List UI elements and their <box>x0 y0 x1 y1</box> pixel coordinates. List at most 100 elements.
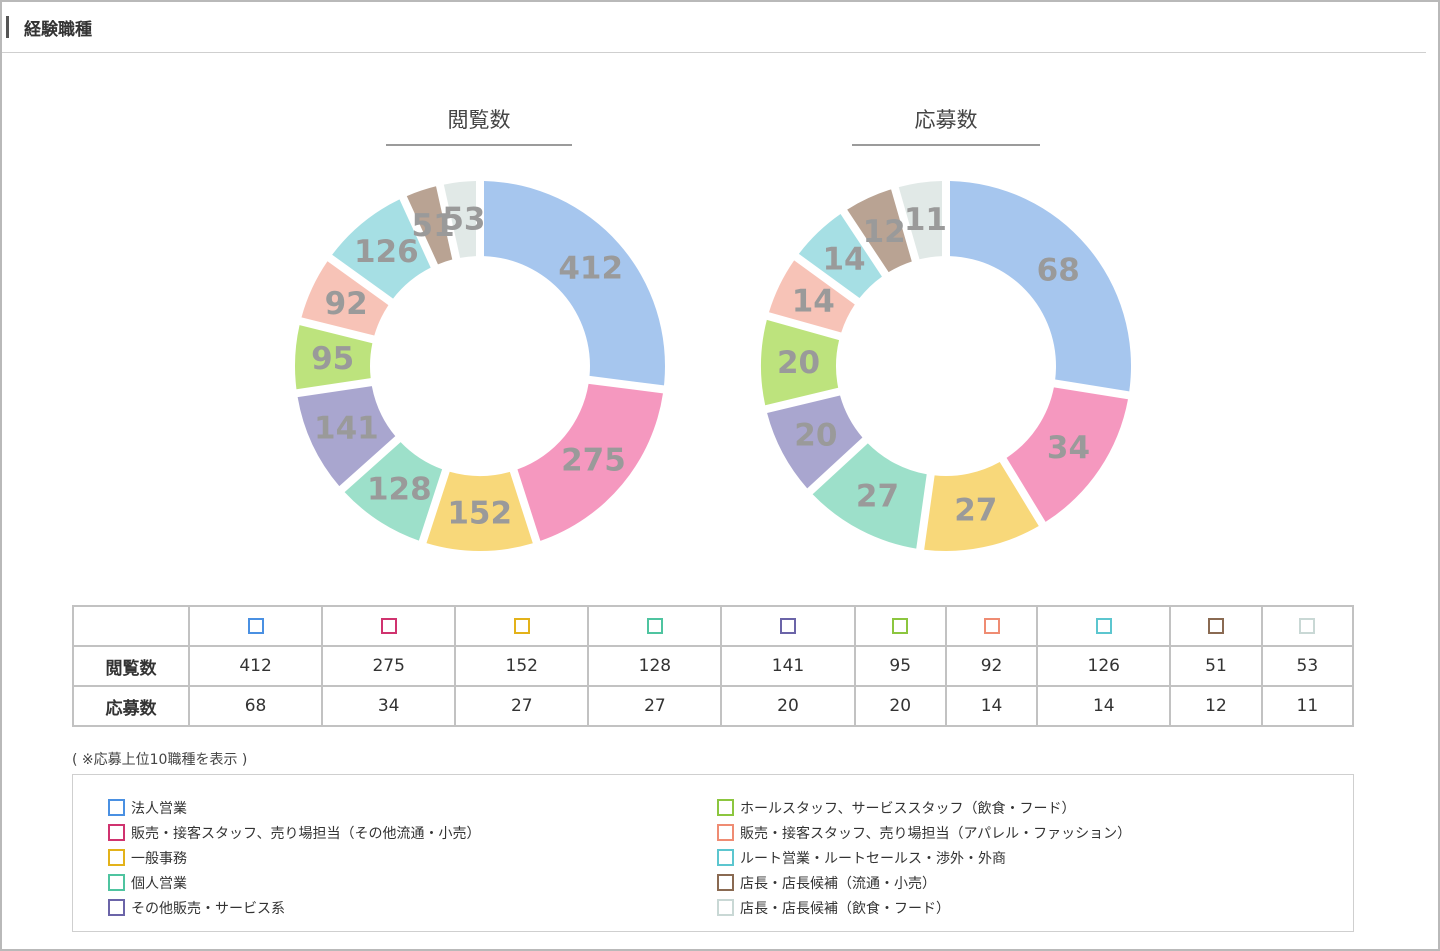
slice-value-label: 53 <box>442 201 485 237</box>
swatch-7 <box>983 618 1000 634</box>
slice-value-label: 92 <box>325 286 368 322</box>
legend-label: 販売・接客スタッフ、売り場担当（アパレル・ファッション） <box>740 825 1132 842</box>
donut-slice <box>949 181 1131 392</box>
donut-slice <box>768 260 855 333</box>
swatch-10 <box>1299 618 1316 634</box>
donut-slice <box>898 181 943 260</box>
legend-column-right: ホールスタッフ、サービススタッフ（飲食・フード） 販売・接客スタッフ、売り場担当… <box>717 795 1131 920</box>
table-cell: 68 <box>187 685 324 727</box>
section-header: 経験職種 <box>2 2 1426 53</box>
legend-item: 個人営業 <box>108 870 480 895</box>
note-text: ( ※応募上位10職種を表示 ) <box>72 752 248 768</box>
donut-slice <box>798 214 882 299</box>
legend-item: 店長・店長候補（流通・小売） <box>717 870 1131 895</box>
table-row: 閲覧数 412 275 152 128 141 95 92 126 51 53 <box>72 645 1355 687</box>
legend-label: 個人営業 <box>131 875 187 892</box>
slice-value-label: 51 <box>412 208 455 244</box>
legend-swatch-5 <box>108 899 125 916</box>
slice-value-label: 95 <box>311 341 354 377</box>
table-cell: 14 <box>1036 685 1172 727</box>
legend-label: 一般事務 <box>131 850 187 867</box>
legend-swatch-7 <box>717 824 734 841</box>
slice-value-label: 275 <box>561 442 626 478</box>
slice-value-label: 27 <box>856 479 899 515</box>
legend-item: その他販売・サービス系 <box>108 895 480 920</box>
table-cell: 53 <box>1260 645 1355 687</box>
table-cell: 95 <box>853 645 947 687</box>
legend-label: 法人営業 <box>131 800 187 817</box>
slice-value-label: 141 <box>314 411 379 447</box>
swatch-9 <box>1207 618 1224 634</box>
legend-column-left: 法人営業 販売・接客スタッフ、売り場担当（その他流通・小売） 一般事務 個人営業… <box>108 795 480 920</box>
slice-value-label: 152 <box>447 495 512 531</box>
legend-swatch-10 <box>717 899 734 916</box>
table-cell: 51 <box>1169 645 1263 687</box>
legend-swatch-2 <box>108 824 125 841</box>
table-cell: 11 <box>1260 685 1355 727</box>
legend-label: 店長・店長候補（飲食・フード） <box>740 900 950 917</box>
table-cell: 34 <box>321 685 457 727</box>
slice-value-label: 34 <box>1047 430 1090 466</box>
donut-slice <box>426 471 533 551</box>
legend-item: 一般事務 <box>108 845 480 870</box>
legend-swatch-6 <box>717 799 734 816</box>
table-cell: 141 <box>720 645 856 687</box>
swatch-2 <box>380 618 397 634</box>
donut-slice <box>406 186 453 265</box>
slice-value-label: 27 <box>954 492 997 528</box>
slice-value-label: 128 <box>367 471 432 507</box>
legend-label: ルート営業・ルートセールス・渉外・外商 <box>740 850 1006 867</box>
chart-title-views: 閲覧数 <box>386 104 572 146</box>
legend-label: ホールスタッフ、サービススタッフ（飲食・フード） <box>740 800 1076 817</box>
legend-label: 販売・接客スタッフ、売り場担当（その他流通・小売） <box>131 825 481 842</box>
donut-slice <box>1006 387 1128 522</box>
table-header-row <box>72 605 1355 647</box>
legend-swatch-8 <box>717 849 734 866</box>
table-cell: 27 <box>454 685 590 727</box>
slice-value-label: 12 <box>863 214 906 250</box>
table-cell: 20 <box>720 685 856 727</box>
slice-value-label: 20 <box>777 345 820 381</box>
slice-value-label: 126 <box>354 234 419 270</box>
section-title: 経験職種 <box>24 20 92 40</box>
donut-slice <box>332 199 431 299</box>
slice-value-label: 14 <box>792 284 835 320</box>
donut-slice <box>924 461 1039 551</box>
slice-value-label: 11 <box>904 202 947 238</box>
table-cell: 27 <box>587 685 723 727</box>
table-corner-cell <box>72 605 190 647</box>
donut-slice <box>517 383 663 541</box>
swatch-4 <box>646 618 663 634</box>
swatch-3 <box>513 618 530 634</box>
swatch-6 <box>892 618 909 634</box>
donut-slice <box>761 319 840 406</box>
legend: 法人営業 販売・接客スタッフ、売り場担当（その他流通・小売） 一般事務 個人営業… <box>72 774 1354 932</box>
donut-slice <box>812 443 927 549</box>
legend-swatch-1 <box>108 799 125 816</box>
chart-title-applications: 応募数 <box>852 104 1040 146</box>
table-cell: 128 <box>587 645 723 687</box>
legend-item: 店長・店長候補（飲食・フード） <box>717 895 1131 920</box>
table-cell: 14 <box>944 685 1039 727</box>
table-row: 応募数 68 34 27 27 20 20 14 14 12 11 <box>72 685 1355 727</box>
swatch-8 <box>1095 618 1112 634</box>
slice-value-label: 412 <box>558 251 623 287</box>
row-label-applications: 応募数 <box>72 685 190 727</box>
donut-slice <box>847 189 912 273</box>
table-cell: 12 <box>1169 685 1263 727</box>
legend-item: 法人営業 <box>108 795 480 820</box>
legend-item: 販売・接客スタッフ、売り場担当（その他流通・小売） <box>108 820 480 845</box>
legend-item: ホールスタッフ、サービススタッフ（飲食・フード） <box>717 795 1131 820</box>
data-table: 閲覧数 412 275 152 128 141 95 92 126 51 53 … <box>72 605 1355 727</box>
table-cell: 275 <box>321 645 457 687</box>
table-cell: 92 <box>944 645 1039 687</box>
legend-label: その他販売・サービス系 <box>131 900 285 917</box>
slice-value-label: 20 <box>794 417 837 453</box>
table-cell: 152 <box>454 645 590 687</box>
donut-slice <box>483 181 665 386</box>
slice-value-label: 14 <box>822 241 865 277</box>
legend-swatch-3 <box>108 849 125 866</box>
donut-slice <box>767 395 863 489</box>
